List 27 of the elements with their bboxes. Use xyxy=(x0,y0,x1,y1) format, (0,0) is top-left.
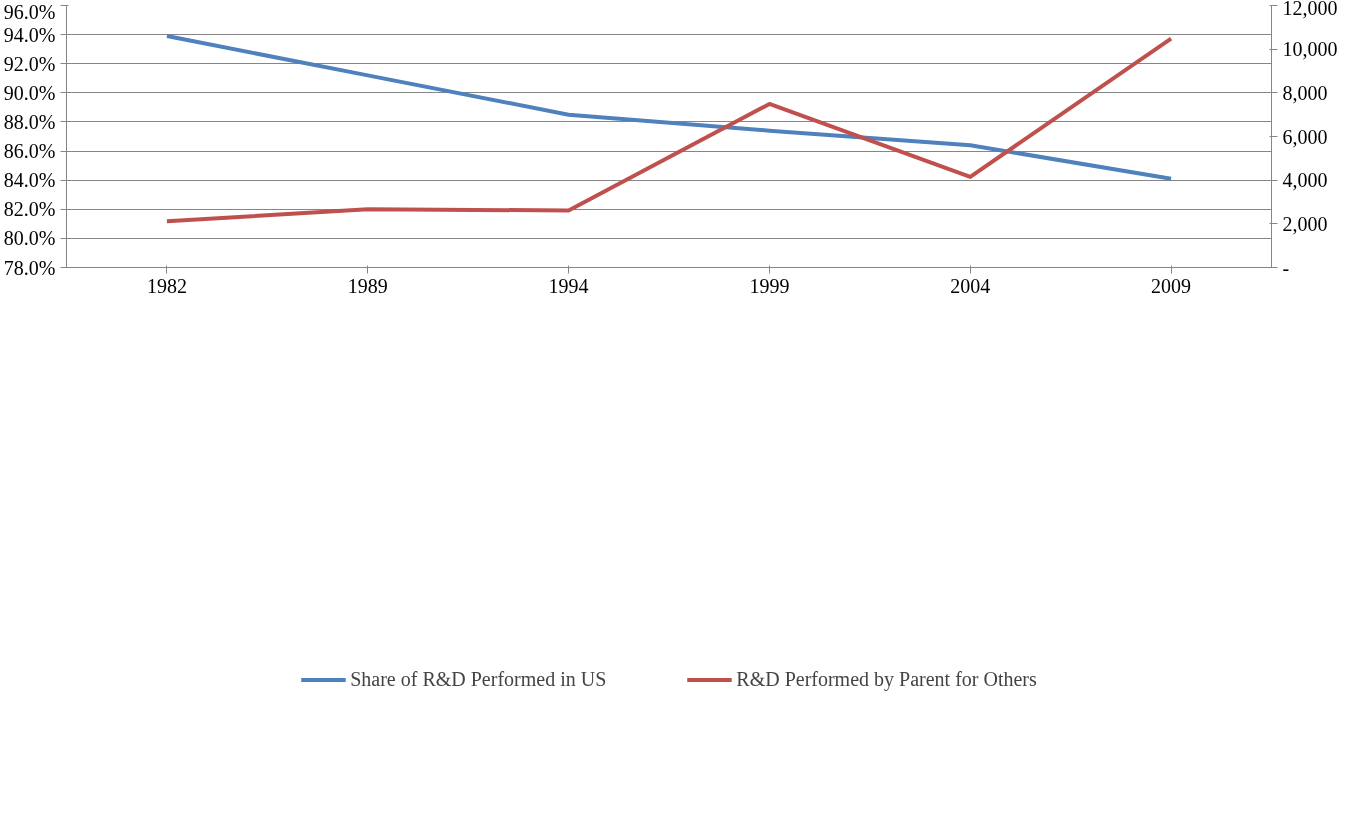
y2-tick-label: 6,000 xyxy=(1282,125,1328,148)
y-tick-label: 82.0% xyxy=(3,198,56,221)
y2-tick-label: 8,000 xyxy=(1282,81,1328,104)
y-tick-label: 92.0% xyxy=(3,52,56,75)
y2-tick-label: 4,000 xyxy=(1282,169,1328,192)
x-tick-label: 2004 xyxy=(950,274,991,297)
y-tick-label: 80.0% xyxy=(3,227,56,250)
y-tick-label: 94.0% xyxy=(3,23,56,46)
y-tick-label: 86.0% xyxy=(3,140,56,163)
y2-tick-label: - xyxy=(1282,256,1290,279)
y-tick-label: 90.0% xyxy=(3,81,56,104)
legend-label: R&D Performed by Parent for Others xyxy=(736,667,1037,691)
x-tick-label: 1994 xyxy=(548,274,589,297)
x-tick-label: 1999 xyxy=(749,274,790,297)
y2-tick-label: 12,000 xyxy=(1282,0,1338,19)
y-tick-label: 88.0% xyxy=(3,110,56,133)
y-tick-label: 78.0% xyxy=(3,256,56,279)
x-tick-label: 2009 xyxy=(1151,274,1192,297)
line-series xyxy=(164,34,1174,181)
y-tick-label: 84.0% xyxy=(3,169,56,192)
legend-label: Share of R&D Performed in US xyxy=(350,667,607,691)
line-series xyxy=(164,36,1174,224)
x-tick-label: 1989 xyxy=(347,274,388,297)
x-tick-label: 1982 xyxy=(146,274,187,297)
y2-tick-label: 2,000 xyxy=(1282,212,1328,235)
y-tick-label: 96.0% xyxy=(3,0,56,23)
y2-tick-label: 10,000 xyxy=(1282,38,1338,61)
